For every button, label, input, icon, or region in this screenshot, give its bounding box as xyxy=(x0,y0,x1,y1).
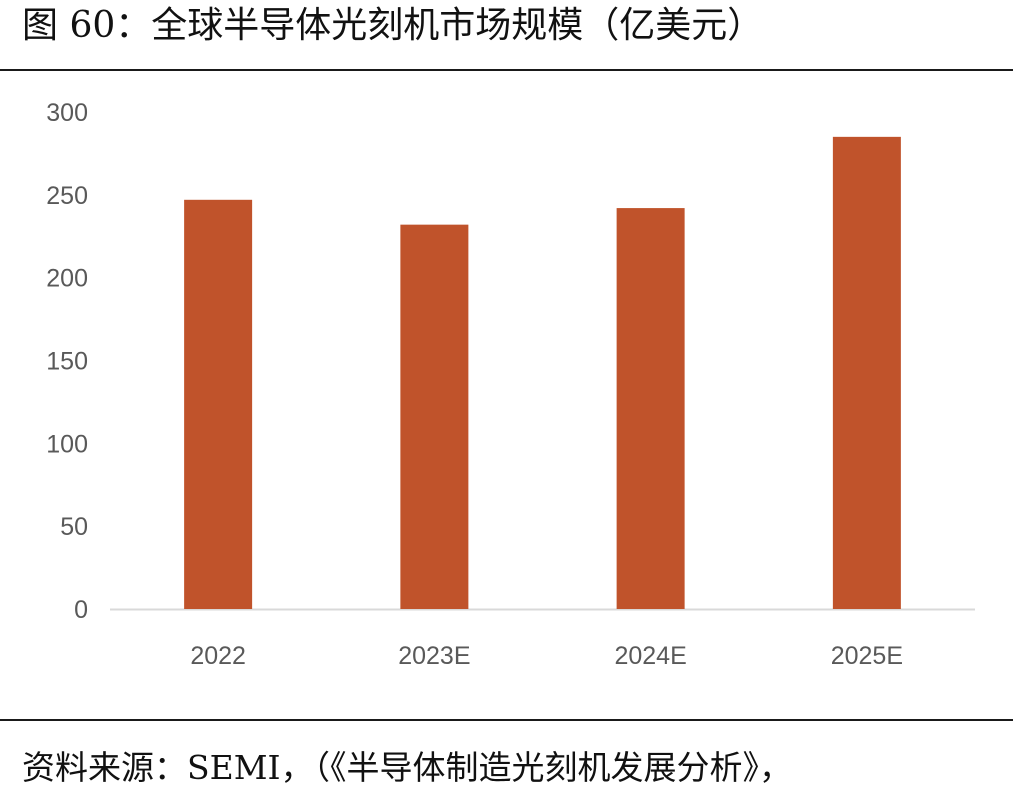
x-tick-label: 2023E xyxy=(398,642,470,670)
bar-2023E xyxy=(400,224,469,610)
x-tick-label: 2024E xyxy=(614,642,686,670)
y-axis-ticks: 0 50 100 150 200 250 300 xyxy=(46,99,88,624)
bar-2025E xyxy=(832,136,901,609)
y-tick-label: 50 xyxy=(60,513,88,541)
y-tick-label: 150 xyxy=(46,348,88,376)
top-rule xyxy=(0,69,1013,71)
x-tick-label: 2025E xyxy=(831,642,903,670)
y-tick-label: 300 xyxy=(46,99,88,127)
bar-2024E xyxy=(616,208,685,609)
x-tick-label: 2022 xyxy=(190,642,246,670)
bottom-rule xyxy=(0,719,1013,721)
y-tick-label: 250 xyxy=(46,182,88,210)
y-tick-label: 100 xyxy=(46,430,88,458)
bar-chart: 0 50 100 150 200 250 300 2022 2023E 2024E 2025E xyxy=(46,99,975,670)
source-note: 资料来源：SEMI，（《半导体制造光刻机发展分析》， xyxy=(22,748,793,787)
x-axis-ticks: 2022 2023E 2024E 2025E xyxy=(190,642,903,670)
bar-series xyxy=(184,136,901,610)
figure-title: 图 60：全球半导体光刻机市场规模（亿美元） xyxy=(22,5,764,46)
bar-2022 xyxy=(184,199,253,609)
y-tick-label: 0 xyxy=(74,596,88,624)
y-tick-label: 200 xyxy=(46,265,88,293)
